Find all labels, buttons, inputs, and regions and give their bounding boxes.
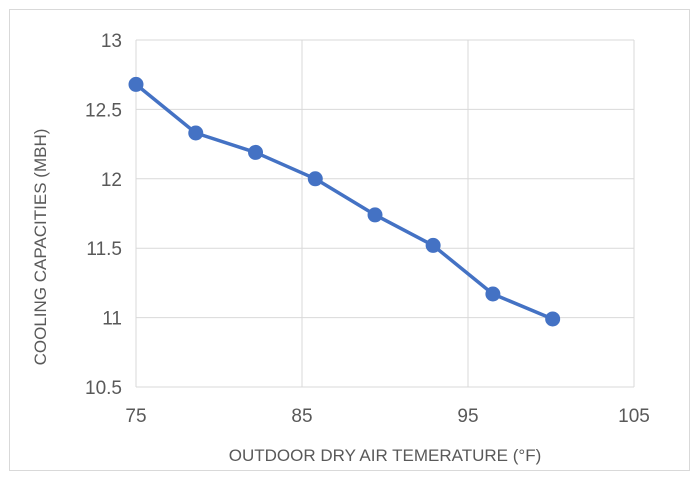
chart-frame xyxy=(9,9,690,471)
data-point xyxy=(425,237,441,253)
y-tick-label: 13 xyxy=(101,31,122,52)
grid xyxy=(135,39,635,388)
x-tick-label: 95 xyxy=(457,406,478,427)
y-axis-title: COOLING CAPACITIES (MBH) xyxy=(31,129,50,366)
y-tick-label: 12.5 xyxy=(85,100,122,121)
y-tick-label: 11 xyxy=(102,309,122,330)
x-tick-label: 105 xyxy=(618,406,650,427)
data-point xyxy=(367,207,383,223)
series-line xyxy=(134,82,555,321)
series-group xyxy=(128,76,561,327)
y-tick-label: 12 xyxy=(101,170,122,191)
data-point xyxy=(248,144,264,160)
data-point xyxy=(485,286,501,302)
y-tick-label: 10.5 xyxy=(85,378,122,399)
data-point xyxy=(188,125,204,141)
x-axis-title: OUTDOOR DRY AIR TEMERATURE (°F) xyxy=(229,446,542,465)
y-axis-ticks: 10.5 11 11.5 12 12.5 13 xyxy=(85,31,122,399)
data-point xyxy=(307,171,323,187)
data-point xyxy=(545,311,561,327)
data-point xyxy=(128,76,144,92)
x-axis-ticks: 75 85 95 105 xyxy=(125,406,649,427)
x-tick-label: 85 xyxy=(291,406,312,427)
y-tick-label: 11.5 xyxy=(86,239,122,260)
x-tick-label: 75 xyxy=(125,406,146,427)
